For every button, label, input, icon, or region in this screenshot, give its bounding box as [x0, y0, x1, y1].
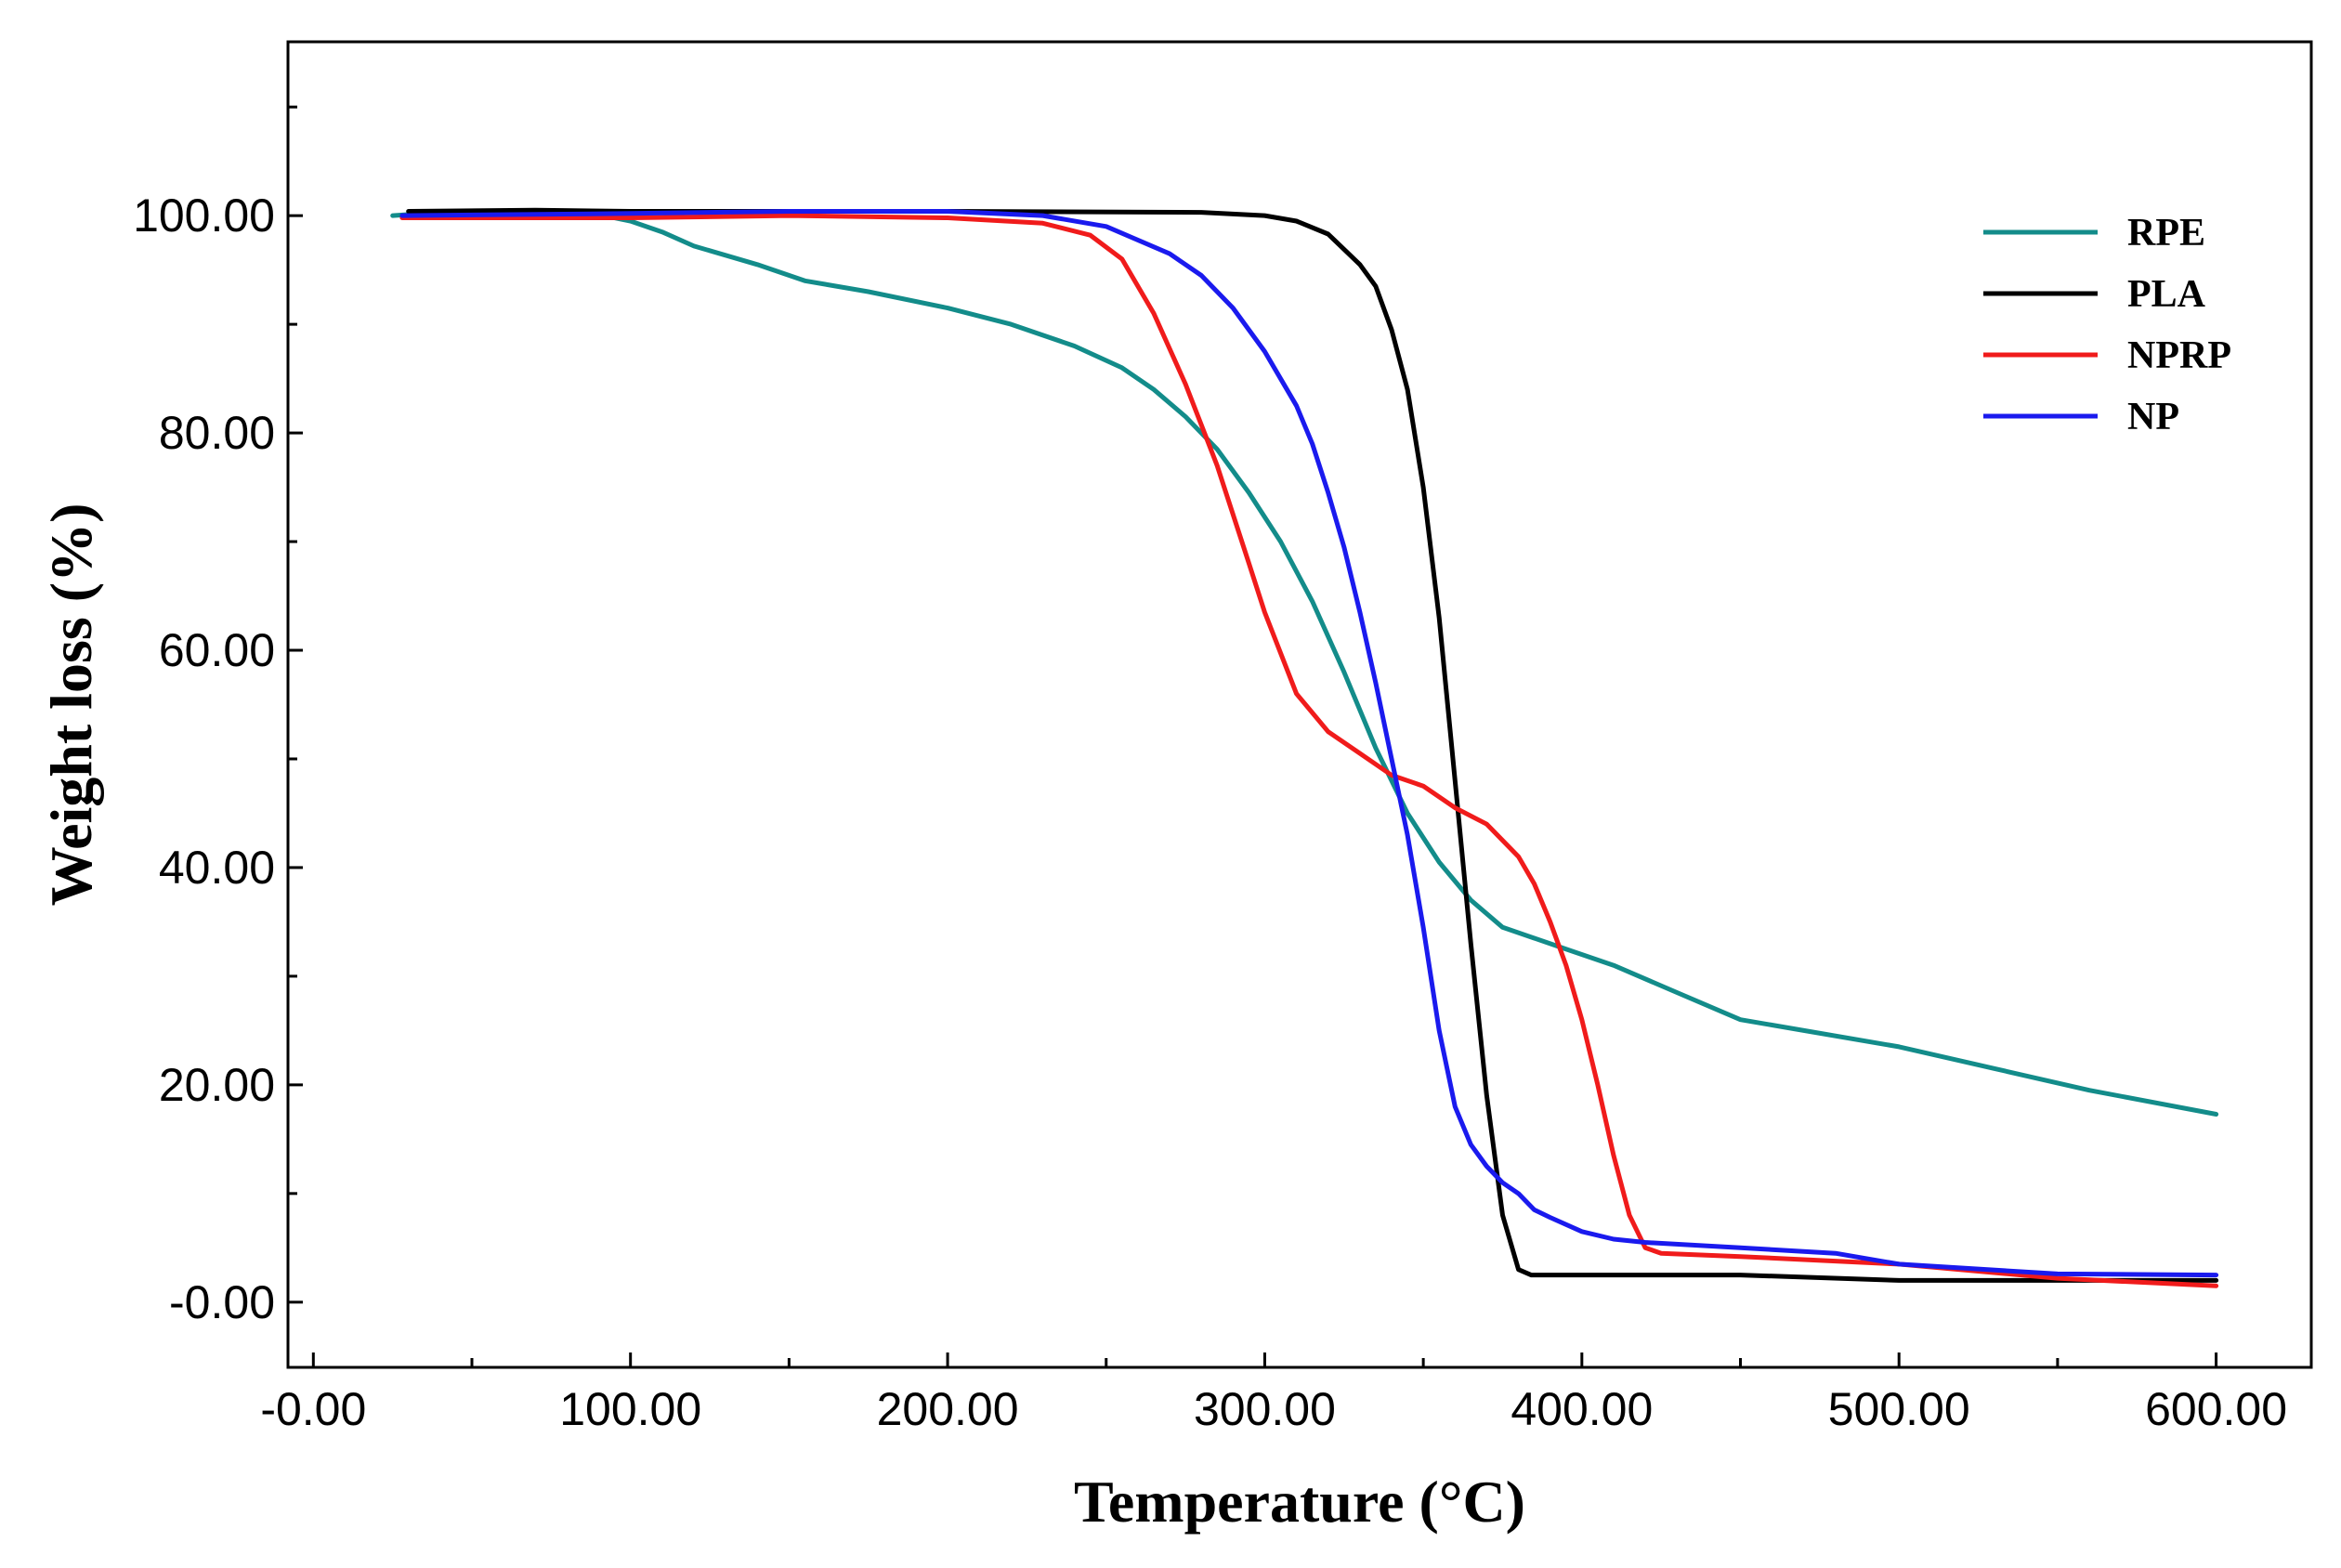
legend-label-pla: PLA [2127, 273, 2206, 316]
y-tick-label: -0.00 [169, 1276, 275, 1328]
plot-area-frame [286, 40, 2313, 1369]
legend: RPE PLA NPRP NP [1983, 212, 2231, 438]
x-axis-title: Temperature (°C) [1074, 1469, 1525, 1535]
series-line-nprp [399, 213, 2219, 1288]
y-tick-label: 40.00 [159, 842, 275, 894]
x-tick-label: 300.00 [1194, 1383, 1336, 1435]
series-line-np [399, 209, 2219, 1278]
series-line-rpe [390, 210, 2219, 1117]
x-tick-label: 100.00 [559, 1383, 701, 1435]
y-tick-label: 100.00 [133, 189, 275, 242]
legend-label-rpe: RPE [2127, 212, 2205, 255]
legend-label-nprp: NPRP [2127, 334, 2231, 377]
legend-label-np: NP [2127, 396, 2179, 438]
x-tick-label: -0.00 [260, 1383, 366, 1435]
y-axis-title: Weight loss (%) [38, 503, 104, 907]
x-tick-label: 200.00 [877, 1383, 1019, 1435]
y-tick-label: 60.00 [159, 624, 275, 676]
x-tick-label: 400.00 [1511, 1383, 1653, 1435]
x-tick-label: 500.00 [1828, 1383, 1970, 1435]
series-line-pla [406, 207, 2219, 1283]
y-tick-label: 20.00 [159, 1059, 275, 1111]
y-tick-label: 80.00 [159, 407, 275, 459]
x-tick-label: 600.00 [2145, 1383, 2287, 1435]
